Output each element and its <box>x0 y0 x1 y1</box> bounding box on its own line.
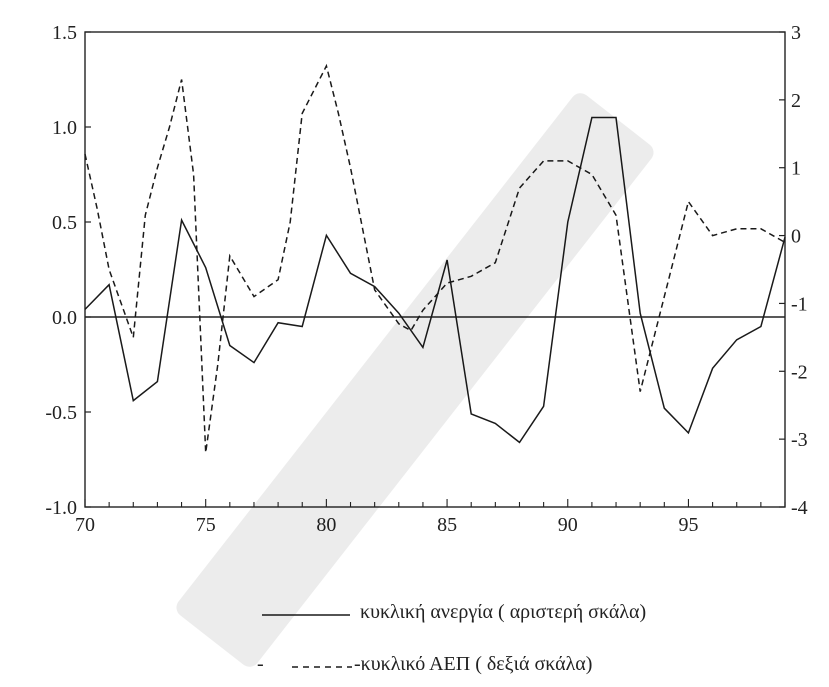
left-tick-label: -0.5 <box>45 402 77 424</box>
left-tick-label: 1.0 <box>52 117 77 139</box>
right-tick-label: 3 <box>791 22 801 44</box>
legend-dashed: - -κυκλικό ΑΕΠ ( δεξιά σκάλα) <box>0 647 829 687</box>
left-tick-label: -1.0 <box>45 497 77 519</box>
x-tick-label: 80 <box>316 514 336 536</box>
plot-frame <box>85 32 785 507</box>
x-tick-label: 70 <box>75 514 95 536</box>
x-tick-label: 90 <box>558 514 578 536</box>
x-tick-label: 95 <box>678 514 698 536</box>
right-tick-label: 0 <box>791 226 801 248</box>
x-tick-label: 75 <box>196 514 216 536</box>
legend-dashed-prefix: - <box>257 653 264 676</box>
series-line-unemployment <box>85 118 785 443</box>
right-tick-label: 1 <box>791 158 801 180</box>
right-tick-label: -2 <box>791 361 808 383</box>
left-tick-label: 0.5 <box>52 212 77 234</box>
series-layer <box>85 66 785 453</box>
tick-label-layer: -1.0 -0.5 0.0 0.5 1.0 1.5 -4 -3 -2 -1 0 1 2 3 70 75 80 85… <box>45 22 807 536</box>
series-line-gdp <box>85 66 785 453</box>
right-tick-label: 2 <box>791 90 801 112</box>
legend-solid-swatch <box>262 612 352 618</box>
axes-layer <box>85 32 785 507</box>
right-tick-label: -1 <box>791 293 808 315</box>
legend-dashed-label: -κυκλικό ΑΕΠ ( δεξιά σκάλα) <box>354 653 592 676</box>
right-tick-label: -4 <box>791 497 808 519</box>
right-tick-label: -3 <box>791 429 808 451</box>
legend: κυκλική ανεργία ( αριστερή σκάλα) <box>0 595 829 635</box>
legend-dashed-swatch <box>292 664 354 670</box>
left-tick-label: 1.5 <box>52 22 77 44</box>
x-tick-label: 85 <box>437 514 457 536</box>
left-tick-label: 0.0 <box>52 307 77 329</box>
dual-axis-line-chart: -1.0 -0.5 0.0 0.5 1.0 1.5 -4 -3 -2 -1 0 1 2 3 70 75 80 85… <box>0 0 829 560</box>
legend-solid-label: κυκλική ανεργία ( αριστερή σκάλα) <box>360 601 646 624</box>
